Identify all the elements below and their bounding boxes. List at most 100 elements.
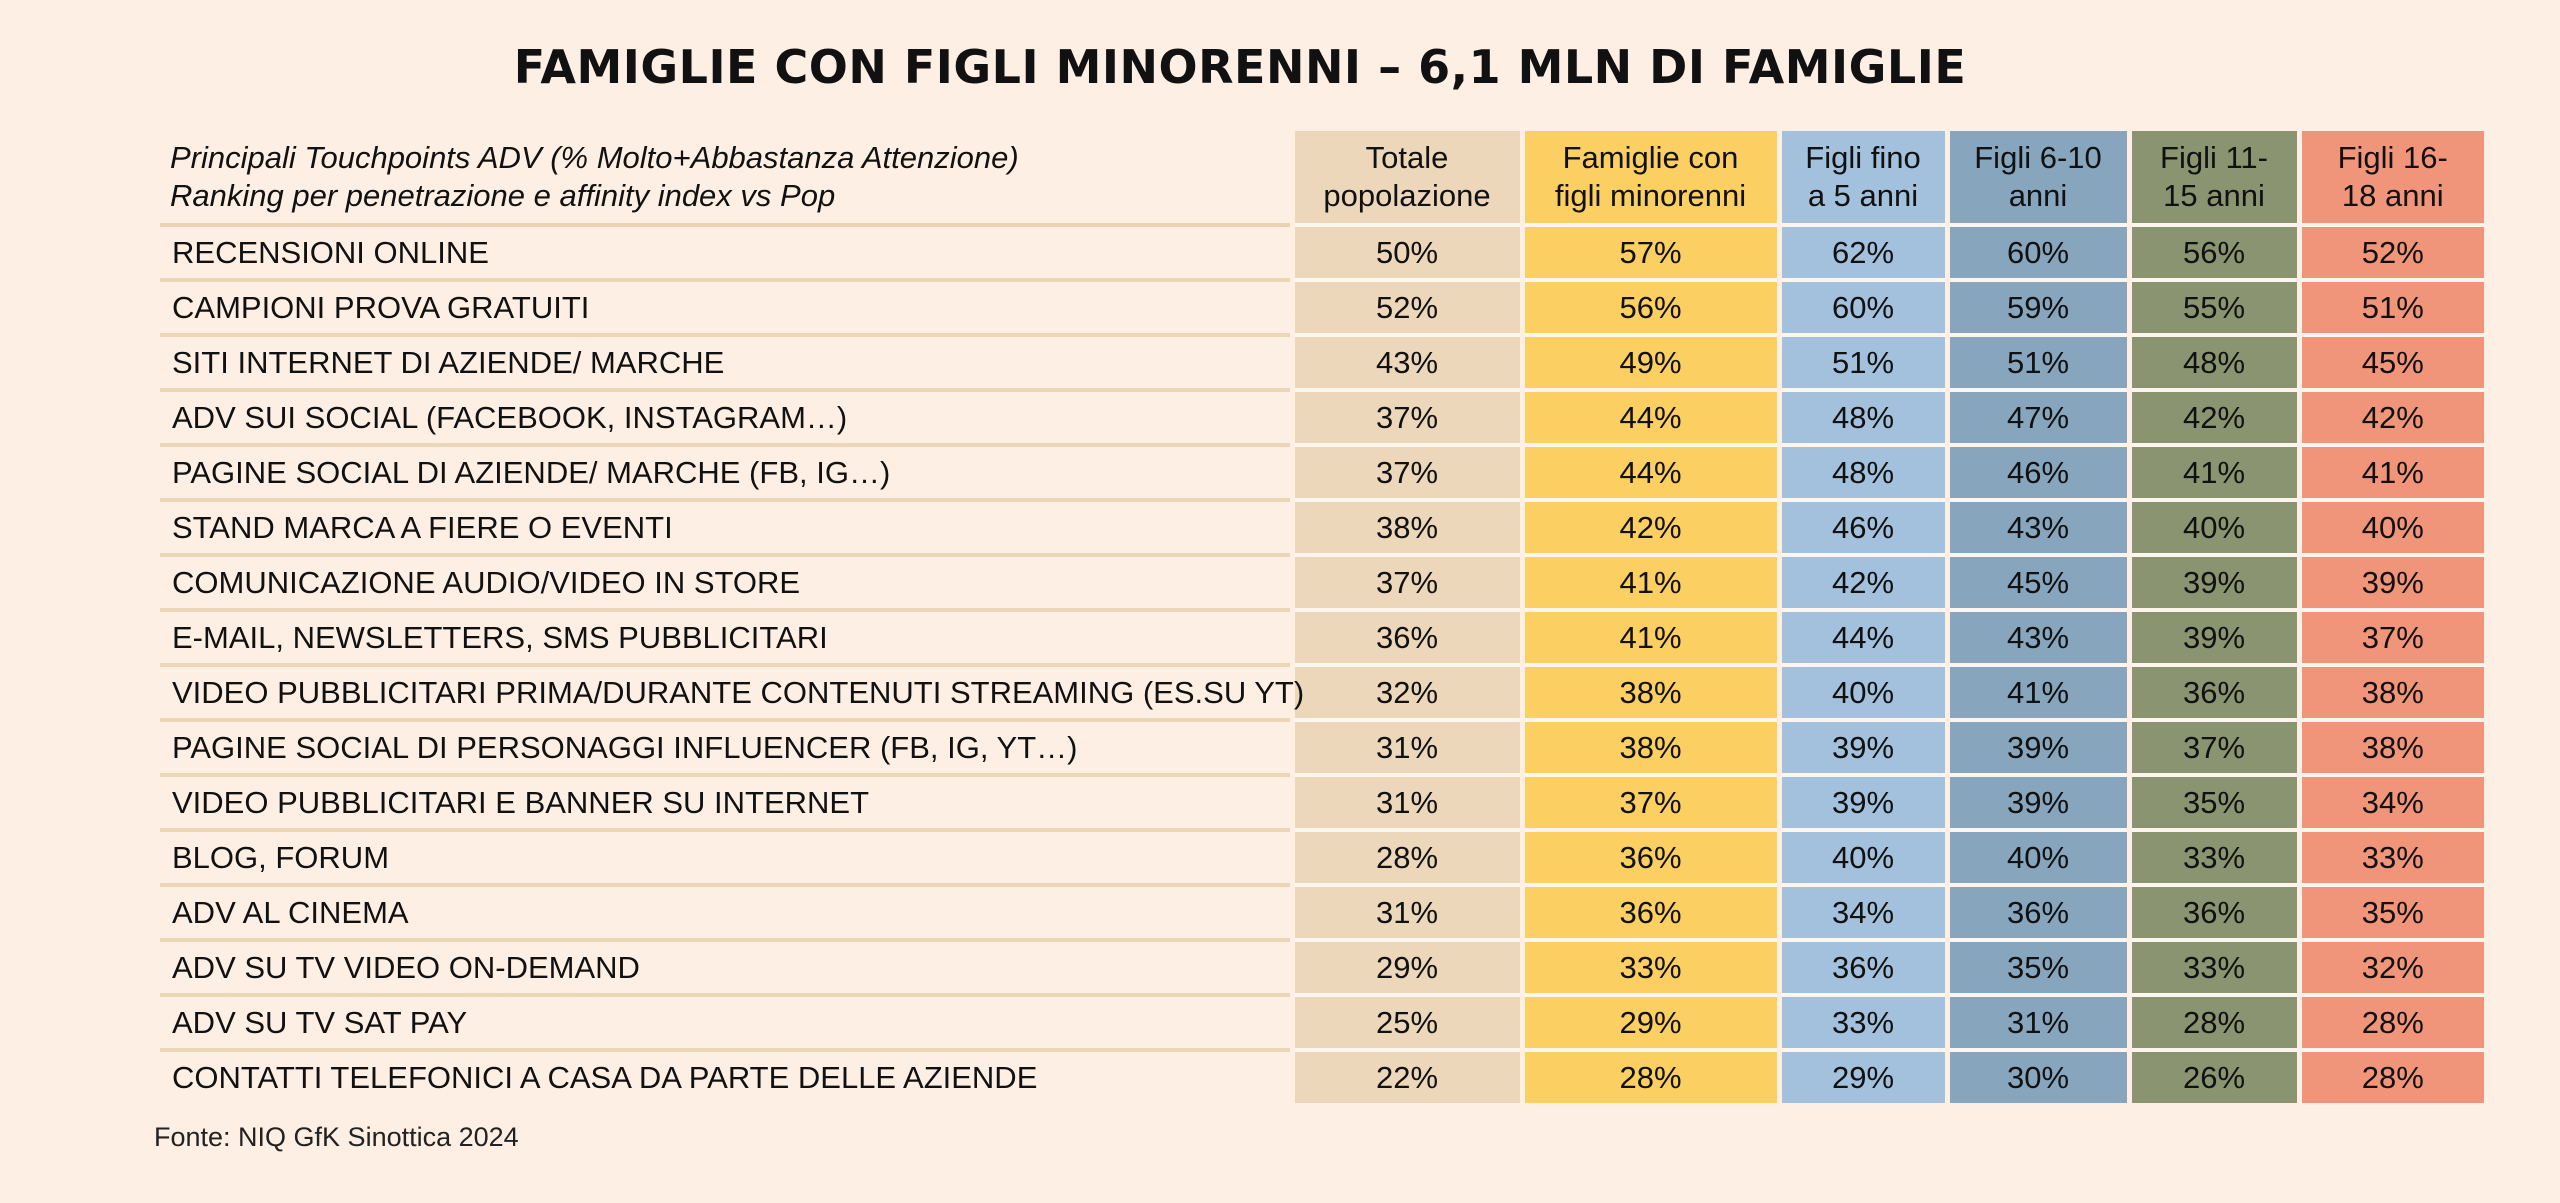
cell-figli-6-10: 46% xyxy=(1944,445,2129,502)
cell-famiglie: 56% xyxy=(1519,280,1779,337)
column-header-figli-11-15: Figli 11- 15 anni xyxy=(2126,131,2299,227)
table-body: RECENSIONI ONLINE 50% 57% 62% 60% 56% 52% CAMPI… xyxy=(160,225,2484,1103)
cell-figli-6-10: 45% xyxy=(1944,555,2129,612)
cell-figli-0-5: 48% xyxy=(1776,390,1947,447)
column-header-line1: Figli fino xyxy=(1805,140,1921,175)
label-column-header: Principali Touchpoints ADV (% Molto+Abba… xyxy=(160,131,1292,227)
column-header-figli-0-5: Figli fino a 5 anni xyxy=(1776,131,1947,227)
table-row: VIDEO PUBBLICITARI PRIMA/DURANTE CONTENU… xyxy=(160,665,2484,722)
cell-famiglie: 29% xyxy=(1519,995,1779,1052)
column-header-famiglie: Famiglie con figli minorenni xyxy=(1519,131,1779,227)
cell-figli-0-5: 51% xyxy=(1776,335,1947,392)
cell-figli-11-15: 48% xyxy=(2126,335,2299,392)
cell-figli-11-15: 36% xyxy=(2126,665,2299,722)
cell-figli-6-10: 59% xyxy=(1944,280,2129,337)
row-label: SITI INTERNET DI AZIENDE/ MARCHE xyxy=(160,335,1292,392)
cell-figli-6-10: 51% xyxy=(1944,335,2129,392)
table-row: ADV AL CINEMA 31% 36% 34% 36% 36% 35% xyxy=(160,885,2484,942)
cell-figli-16-18: 40% xyxy=(2296,500,2484,557)
cell-figli-6-10: 39% xyxy=(1944,720,2129,777)
column-header-line1: Famiglie con xyxy=(1562,140,1739,175)
cell-figli-11-15: 41% xyxy=(2126,445,2299,502)
table-row: ADV SU TV SAT PAY 25% 29% 33% 31% 28% 28% xyxy=(160,995,2484,1052)
row-label: PAGINE SOCIAL DI AZIENDE/ MARCHE (FB, IG… xyxy=(160,445,1292,502)
cell-famiglie: 38% xyxy=(1519,665,1779,722)
label-header-line2: Ranking per penetrazione e affinity inde… xyxy=(170,178,836,213)
row-label: VIDEO PUBBLICITARI E BANNER SU INTERNET xyxy=(160,775,1292,832)
cell-figli-11-15: 40% xyxy=(2126,500,2299,557)
cell-famiglie: 41% xyxy=(1519,610,1779,667)
cell-figli-11-15: 33% xyxy=(2126,830,2299,887)
cell-figli-6-10: 43% xyxy=(1944,610,2129,667)
cell-totale: 31% xyxy=(1289,775,1522,832)
row-label: ADV SU TV VIDEO ON-DEMAND xyxy=(160,940,1292,997)
cell-figli-16-18: 33% xyxy=(2296,830,2484,887)
table-row: RECENSIONI ONLINE 50% 57% 62% 60% 56% 52% xyxy=(160,225,2484,282)
label-header-line1: Principali Touchpoints ADV (% Molto+Abba… xyxy=(170,140,1019,175)
row-label: ADV SUI SOCIAL (FACEBOOK, INSTAGRAM…) xyxy=(160,390,1292,447)
table-row: STAND MARCA A FIERE O EVENTI 38% 42% 46% 43%… xyxy=(160,500,2484,557)
cell-famiglie: 36% xyxy=(1519,830,1779,887)
cell-figli-6-10: 39% xyxy=(1944,775,2129,832)
cell-totale: 31% xyxy=(1289,885,1522,942)
cell-figli-11-15: 35% xyxy=(2126,775,2299,832)
cell-figli-16-18: 28% xyxy=(2296,1050,2484,1103)
column-header-line1: Figli 16- xyxy=(2337,140,2448,175)
cell-totale: 37% xyxy=(1289,445,1522,502)
cell-figli-11-15: 39% xyxy=(2126,610,2299,667)
cell-figli-16-18: 52% xyxy=(2296,225,2484,282)
cell-figli-6-10: 35% xyxy=(1944,940,2129,997)
row-label: VIDEO PUBBLICITARI PRIMA/DURANTE CONTENU… xyxy=(160,665,1304,722)
cell-figli-16-18: 38% xyxy=(2296,665,2484,722)
column-header-line2: popolazione xyxy=(1323,178,1491,213)
cell-figli-16-18: 39% xyxy=(2296,555,2484,612)
cell-figli-11-15: 36% xyxy=(2126,885,2299,942)
cell-figli-16-18: 37% xyxy=(2296,610,2484,667)
cell-famiglie: 33% xyxy=(1519,940,1779,997)
table-row: COMUNICAZIONE AUDIO/VIDEO IN STORE 37% 41%… xyxy=(160,555,2484,612)
cell-famiglie: 38% xyxy=(1519,720,1779,777)
cell-figli-11-15: 39% xyxy=(2126,555,2299,612)
cell-totale: 29% xyxy=(1289,940,1522,997)
cell-famiglie: 37% xyxy=(1519,775,1779,832)
row-label: CAMPIONI PROVA GRATUITI xyxy=(160,280,1292,337)
cell-figli-16-18: 41% xyxy=(2296,445,2484,502)
table-row: PAGINE SOCIAL DI PERSONAGGI INFLUENCER (… xyxy=(160,720,2484,777)
table-row: BLOG, FORUM 28% 36% 40% 40% 33% 33% xyxy=(160,830,2484,887)
cell-figli-16-18: 35% xyxy=(2296,885,2484,942)
row-label: E-MAIL, NEWSLETTERS, SMS PUBBLICITARI xyxy=(160,610,1292,667)
cell-figli-0-5: 34% xyxy=(1776,885,1947,942)
cell-totale: 22% xyxy=(1289,1050,1522,1103)
cell-figli-0-5: 39% xyxy=(1776,775,1947,832)
cell-figli-0-5: 42% xyxy=(1776,555,1947,612)
cell-figli-6-10: 41% xyxy=(1944,665,2129,722)
column-header-line1: Figli 11- xyxy=(2160,140,2268,175)
cell-famiglie: 49% xyxy=(1519,335,1779,392)
header-row: Principali Touchpoints ADV (% Molto+Abba… xyxy=(160,131,2484,227)
table-row: E-MAIL, NEWSLETTERS, SMS PUBBLICITARI 36%… xyxy=(160,610,2484,667)
cell-figli-6-10: 40% xyxy=(1944,830,2129,887)
cell-totale: 43% xyxy=(1289,335,1522,392)
row-label: RECENSIONI ONLINE xyxy=(160,225,1292,282)
cell-figli-0-5: 46% xyxy=(1776,500,1947,557)
cell-totale: 37% xyxy=(1289,390,1522,447)
cell-totale: 31% xyxy=(1289,720,1522,777)
table-row: CONTATTI TELEFONICI A CASA DA PARTE DELL… xyxy=(160,1050,2484,1103)
cell-famiglie: 42% xyxy=(1519,500,1779,557)
column-header-totale: Totale popolazione xyxy=(1289,131,1522,227)
cell-figli-16-18: 34% xyxy=(2296,775,2484,832)
row-label: ADV AL CINEMA xyxy=(160,885,1292,942)
cell-totale: 37% xyxy=(1289,555,1522,612)
column-header-figli-16-18: Figli 16- 18 anni xyxy=(2296,131,2484,227)
cell-figli-6-10: 60% xyxy=(1944,225,2129,282)
cell-figli-0-5: 48% xyxy=(1776,445,1947,502)
cell-totale: 50% xyxy=(1289,225,1522,282)
row-label: CONTATTI TELEFONICI A CASA DA PARTE DELL… xyxy=(172,1059,1038,1095)
column-header-line2: figli minorenni xyxy=(1554,178,1747,213)
cell-figli-11-15: 56% xyxy=(2126,225,2299,282)
column-header-line1: Totale xyxy=(1365,140,1449,175)
table-row: PAGINE SOCIAL DI AZIENDE/ MARCHE (FB, IG… xyxy=(160,445,2484,502)
cell-figli-0-5: 40% xyxy=(1776,830,1947,887)
cell-figli-0-5: 29% xyxy=(1776,1050,1947,1103)
data-table: Principali Touchpoints ADV (% Molto+Abba… xyxy=(160,131,2484,1103)
